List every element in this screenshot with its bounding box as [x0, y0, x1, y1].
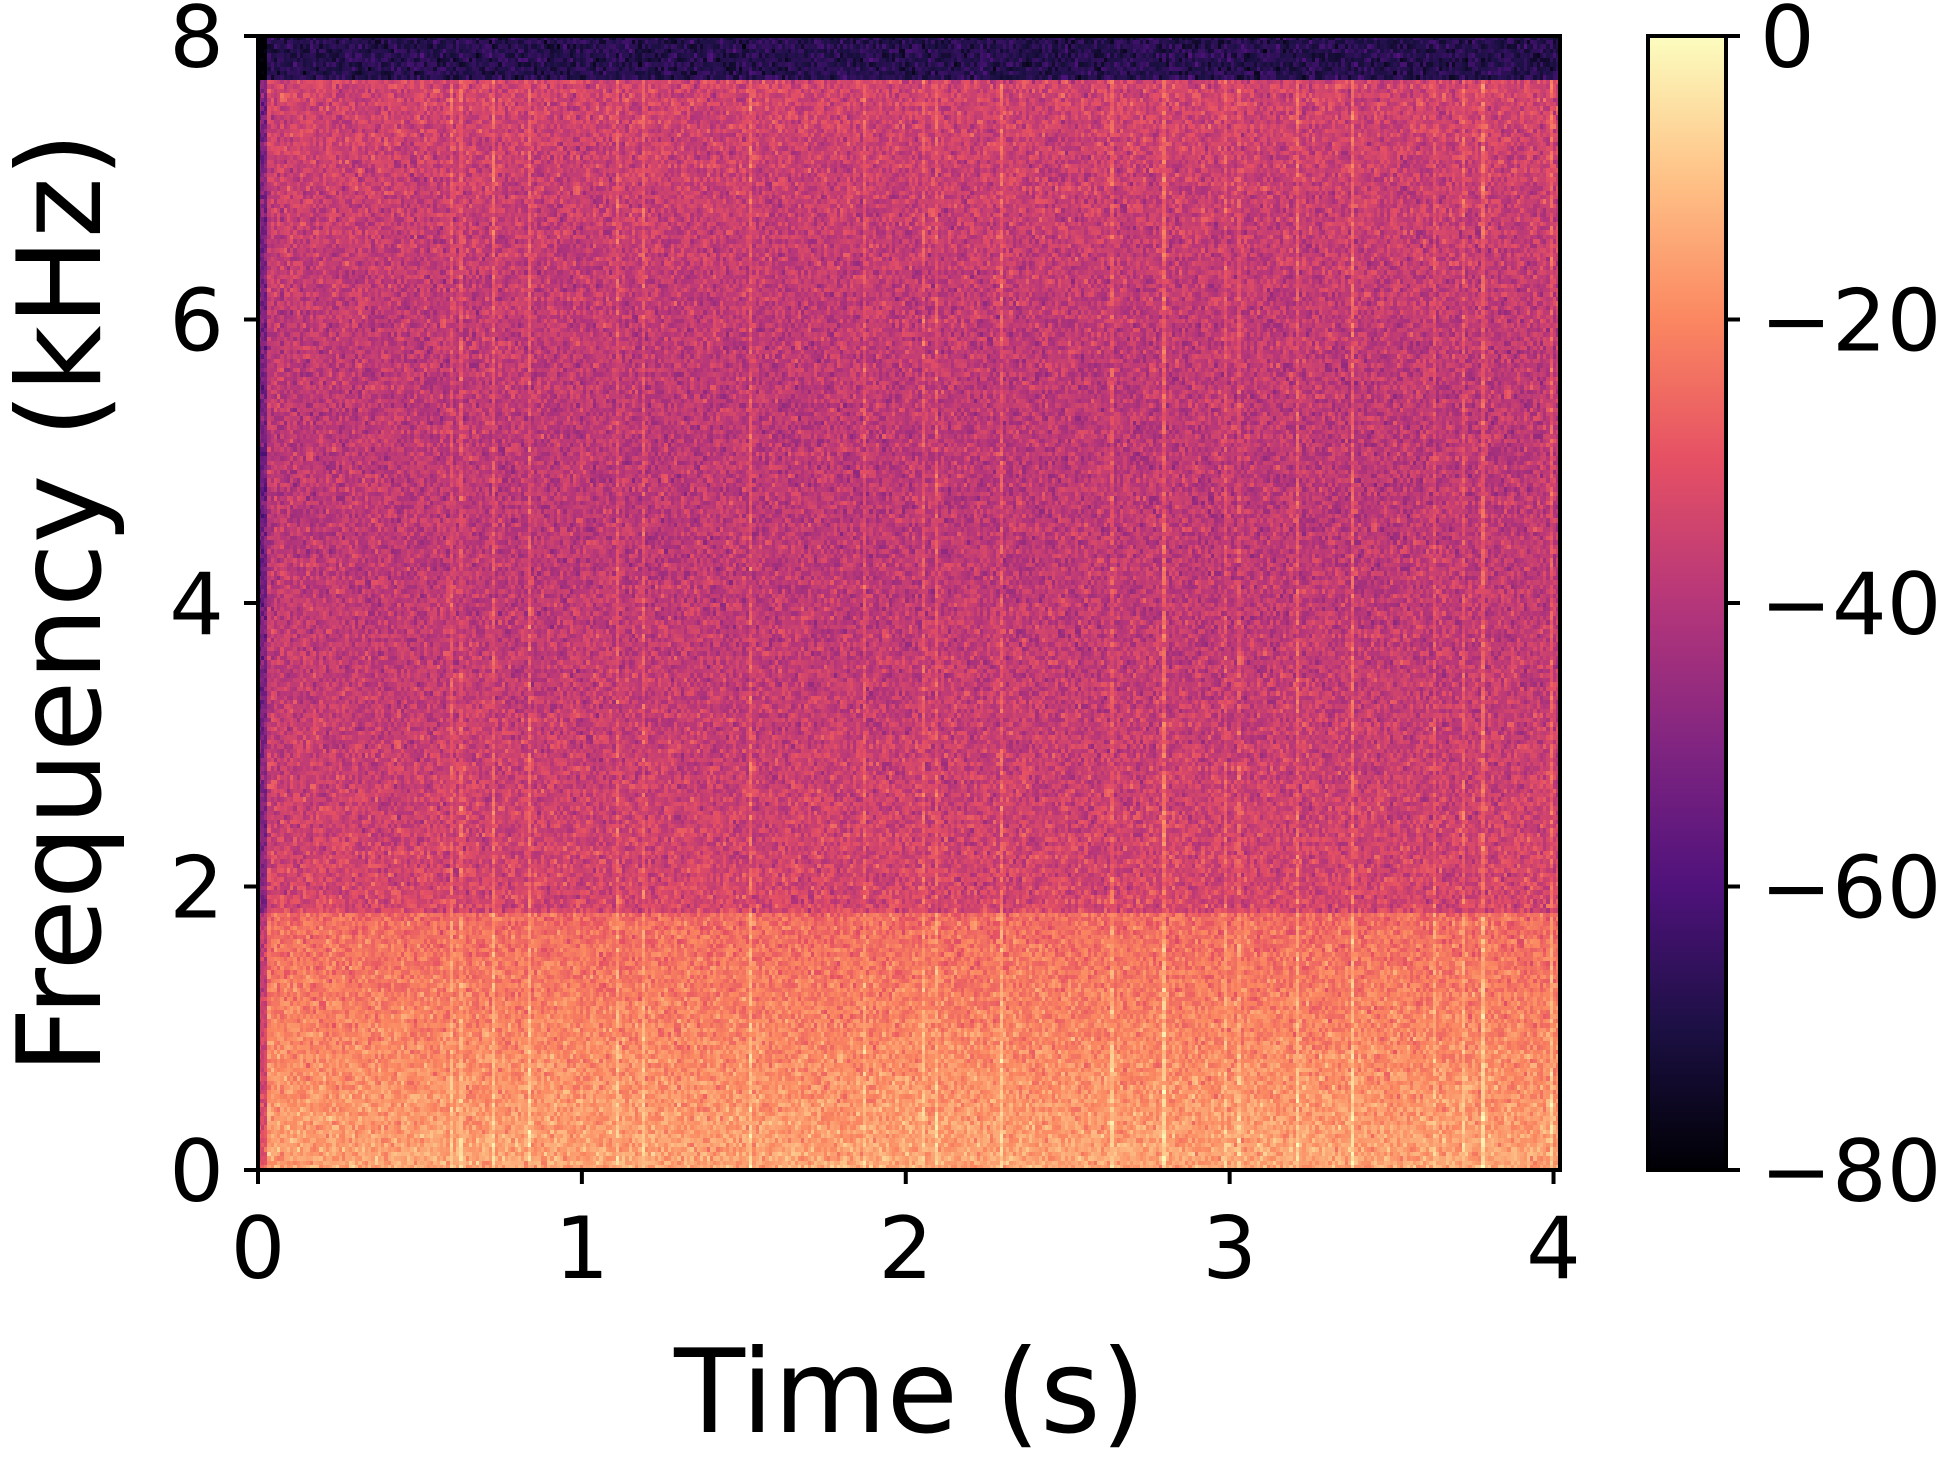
colorbar-tick-label: −80: [1760, 1122, 1942, 1222]
colorbar: [1648, 36, 1726, 1170]
x-axis-title: Time (s): [673, 1325, 1146, 1458]
x-tick-label: 0: [231, 1199, 286, 1299]
y-axis-title: Frequency (kHz): [0, 132, 128, 1074]
x-tick-label: 1: [555, 1199, 610, 1299]
y-axis: 0 2 4 6 8: [169, 0, 258, 1222]
colorbar-axis: 0 −20 −40 −60 −80: [1726, 0, 1942, 1222]
y-tick-label: 8: [169, 0, 224, 88]
y-tick-label: 6: [169, 272, 224, 372]
colorbar-tick-label: 0: [1760, 0, 1815, 88]
x-tick-label: 4: [1526, 1199, 1581, 1299]
colorbar-tick-label: −20: [1760, 272, 1942, 372]
colorbar-tick-label: −40: [1760, 555, 1942, 655]
colorbar-tick-label: −60: [1760, 839, 1942, 939]
y-tick-label: 2: [169, 839, 224, 939]
y-tick-label: 4: [169, 555, 224, 655]
x-tick-label: 3: [1202, 1199, 1257, 1299]
x-tick-label: 2: [878, 1199, 933, 1299]
spectrogram-heatmap: [258, 36, 1560, 1170]
spectrogram-heatmap-container: [258, 36, 1560, 1170]
x-axis: 0 1 2 3 4: [231, 1170, 1581, 1299]
y-tick-label: 0: [169, 1122, 224, 1222]
